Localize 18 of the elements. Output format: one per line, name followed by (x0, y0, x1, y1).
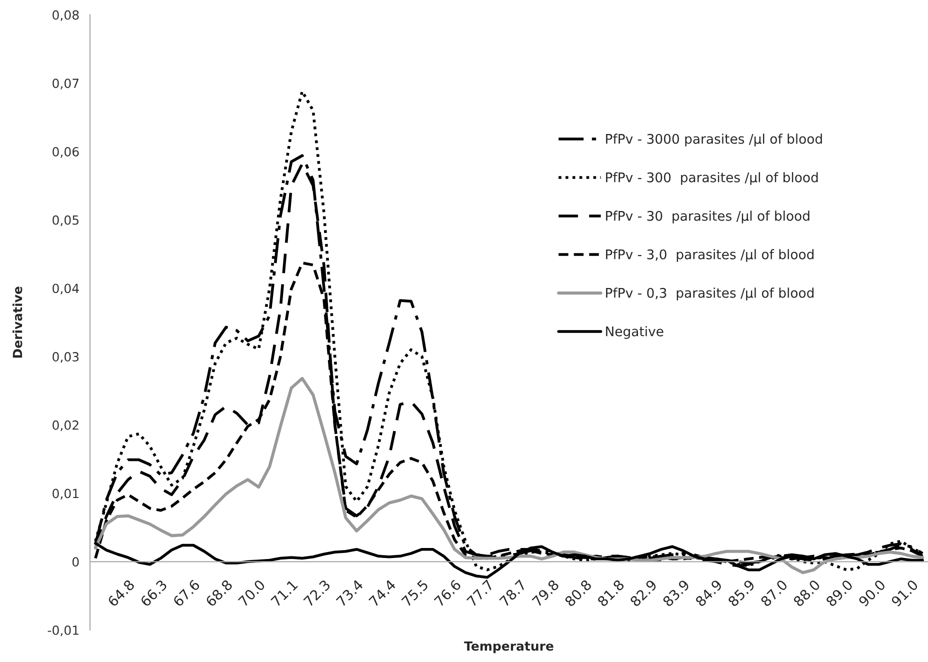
legend-label: PfPv - 3000 parasites /µl of blood (606, 134, 822, 146)
y-tick-label: 0,02 (52, 420, 78, 432)
y-tick-label: 0,06 (52, 146, 79, 158)
y-tick-label: 0,05 (52, 215, 78, 226)
y-tick-label: 0,04 (52, 284, 79, 294)
y-tick-label: -0,01 (48, 625, 78, 636)
y-tick-label: 0,03 (52, 352, 79, 363)
y-axis-title: Derivative (12, 286, 22, 358)
legend-label: Negative (606, 326, 664, 339)
y-tick-label: 0 (72, 557, 79, 567)
legend-label: PfPv - 0,3 parasites /µl of blood (606, 288, 814, 300)
legend-label: PfPv - 3,0 parasites /µl of blood (606, 249, 814, 262)
x-axis-title: Temperature (464, 641, 554, 654)
y-tick-label: 0,08 (52, 10, 79, 21)
legend-label: PfPv - 30 parasites /µl of blood (606, 210, 810, 224)
legend-label: PfPv - 300 parasites /µl of blood (606, 172, 818, 185)
y-tick-label: 0,01 (52, 488, 78, 500)
y-tick-label: 0,07 (52, 78, 79, 90)
